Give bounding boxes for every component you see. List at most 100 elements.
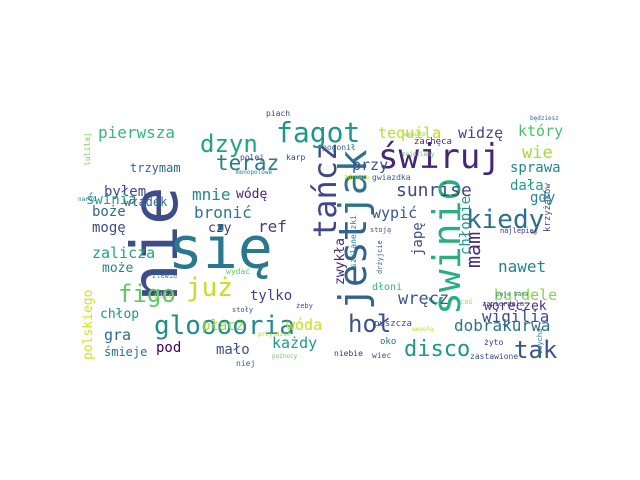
cloud-word: chłop bbox=[100, 307, 139, 322]
cloud-word: coś bbox=[460, 298, 473, 306]
cloud-word: może bbox=[102, 261, 133, 276]
cloud-word: niebie bbox=[334, 349, 363, 358]
cloud-word: przy bbox=[352, 156, 388, 174]
cloud-word: wigilia bbox=[482, 307, 549, 326]
cloud-word: gdy bbox=[530, 190, 555, 206]
cloud-word: wesołe bbox=[404, 131, 426, 138]
cloud-word: glooooria bbox=[154, 311, 295, 341]
cloud-word: boże bbox=[92, 204, 126, 220]
cloud-word: fagot bbox=[276, 116, 360, 149]
cloud-word: żeby bbox=[296, 302, 313, 310]
cloud-word: żyto bbox=[484, 338, 503, 347]
cloud-word: piach bbox=[266, 109, 290, 118]
cloud-word: pierwsza bbox=[98, 123, 175, 142]
cloud-word: burdele bbox=[494, 286, 557, 304]
cloud-word: gwiazdka bbox=[372, 173, 411, 182]
cloud-word: mnie bbox=[192, 185, 231, 204]
cloud-word: zalicza bbox=[92, 244, 155, 262]
cloud-word: zwykła bbox=[333, 238, 348, 285]
cloud-word: świruj bbox=[378, 137, 501, 177]
cloud-word: każdy bbox=[272, 334, 317, 352]
cloud-word: zapierdala bbox=[482, 300, 524, 308]
cloud-word: zastawione bbox=[470, 352, 518, 361]
cloud-word: świnio bbox=[425, 178, 469, 315]
cloud-word: polskiego bbox=[81, 290, 96, 360]
cloud-word: świnia bbox=[86, 192, 137, 208]
cloud-word: wypić bbox=[372, 204, 417, 222]
cloud-word: polej bbox=[240, 153, 264, 162]
cloud-word: wręcz bbox=[398, 289, 449, 309]
cloud-word: wiec bbox=[372, 351, 391, 360]
cloud-word: dobrakurwa bbox=[454, 316, 550, 335]
cloud-word: wesoła bbox=[412, 326, 434, 333]
cloud-word: czy bbox=[208, 221, 232, 236]
cloud-word: hoł bbox=[348, 310, 391, 338]
cloud-word: ref bbox=[258, 217, 287, 236]
cloud-word: monopolowe bbox=[236, 169, 273, 176]
cloud-word: sunrise bbox=[396, 180, 472, 201]
cloud-word: władek bbox=[124, 195, 168, 209]
cloud-word: wie bbox=[522, 143, 553, 163]
cloud-word: tequila bbox=[378, 124, 441, 142]
cloud-word: japę bbox=[410, 222, 426, 256]
cloud-word: będziesz bbox=[530, 115, 559, 122]
cloud-word: zejdziemy bbox=[402, 151, 435, 158]
cloud-word: figo bbox=[118, 280, 176, 308]
cloud-word: poje bana bbox=[496, 291, 529, 298]
cloud-word: mogę bbox=[92, 220, 126, 236]
cloud-word: zdycha bbox=[536, 329, 544, 354]
cloud-word: teraz bbox=[216, 151, 279, 175]
cloud-word: szklaneczki bbox=[349, 215, 358, 268]
cloud-word: który bbox=[518, 122, 563, 140]
cloud-word: krzyżaków bbox=[542, 183, 553, 232]
cloud-word: pogonił bbox=[322, 143, 356, 152]
cloud-word: tylko bbox=[250, 288, 292, 304]
cloud-word: drżyjcie bbox=[376, 240, 384, 274]
cloud-word: woreczek bbox=[484, 299, 547, 314]
cloud-word: pod bbox=[156, 340, 181, 356]
cloud-word: dała bbox=[510, 178, 544, 194]
cloud-word: wódę bbox=[236, 187, 267, 202]
cloud-word: karp bbox=[286, 153, 305, 162]
cloud-word: mam bbox=[461, 232, 485, 268]
cloud-word: puszcza bbox=[374, 319, 412, 329]
cloud-word: nie bbox=[119, 186, 193, 302]
cloud-word: trzymam bbox=[130, 161, 181, 175]
cloud-word: disco bbox=[404, 337, 470, 362]
cloud-word: płacz bbox=[202, 318, 244, 334]
cloud-word: byłem bbox=[104, 184, 146, 200]
cloud-word: zdrowie bbox=[344, 174, 370, 181]
cloud-word: jak bbox=[331, 149, 375, 218]
cloud-word: się bbox=[168, 214, 273, 282]
cloud-word: bronić bbox=[194, 203, 252, 222]
cloud-word: zachęca bbox=[414, 137, 452, 147]
cloud-word: poźnocy bbox=[272, 353, 298, 360]
cloud-word: zlewie bbox=[152, 272, 177, 280]
cloud-word: tak bbox=[514, 336, 558, 364]
cloud-word: jest bbox=[331, 218, 375, 310]
cloud-word: chłopie bbox=[458, 196, 474, 255]
cloud-word: dłoni bbox=[372, 282, 402, 293]
cloud-word: mało bbox=[216, 342, 250, 358]
cloud-word: niej bbox=[236, 359, 255, 368]
cloud-word: sprawa bbox=[510, 160, 561, 176]
cloud-word: oko bbox=[380, 337, 396, 347]
cloud-word: śmieje bbox=[104, 345, 147, 359]
cloud-word: stoły bbox=[232, 306, 253, 314]
cloud-word: widzę bbox=[458, 124, 503, 142]
cloud-word: dzyn bbox=[200, 130, 258, 158]
cloud-word: najlepiej bbox=[500, 227, 538, 235]
cloud-word: pito bbox=[154, 291, 173, 300]
cloud-word: gra bbox=[104, 326, 131, 344]
cloud-word: kiedy bbox=[466, 205, 544, 235]
cloud-word: tańcz bbox=[306, 142, 344, 238]
cloud-word: przyjdzie bbox=[258, 331, 291, 338]
cloud-word: już bbox=[186, 273, 233, 303]
cloud-word: stoją bbox=[370, 226, 391, 234]
cloud-word: lulilaj bbox=[83, 132, 92, 166]
cloud-word: wydać bbox=[226, 266, 250, 276]
cloud-word: naród bbox=[78, 196, 96, 203]
cloud-word: wóda bbox=[286, 316, 322, 334]
cloud-word: nawet bbox=[498, 257, 546, 276]
